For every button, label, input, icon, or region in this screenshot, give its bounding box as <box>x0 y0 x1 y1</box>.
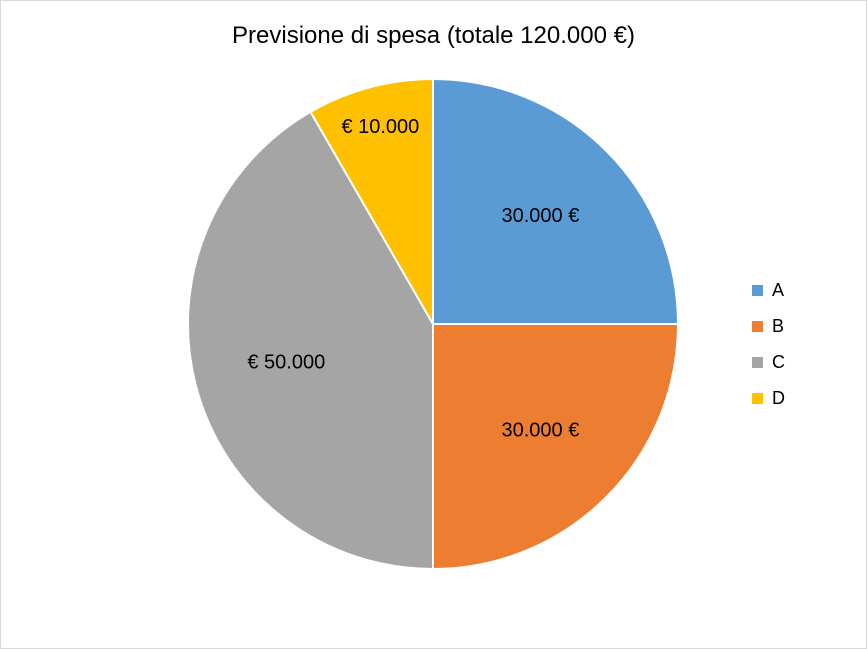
legend-label: D <box>772 387 785 408</box>
legend-swatch <box>752 356 763 368</box>
data-label-a: 30.000 € <box>501 205 579 227</box>
data-label-b: 30.000 € <box>501 420 579 442</box>
legend-item-a: A <box>752 272 785 308</box>
pie-slice-b <box>432 323 680 571</box>
legend-swatch <box>752 284 763 296</box>
legend-label: C <box>772 351 785 372</box>
legend-item-d: D <box>752 380 785 416</box>
pie-slice-a <box>432 77 680 325</box>
data-label-d: € 10.000 <box>341 116 419 138</box>
legend-swatch <box>752 392 763 404</box>
legend-item-b: B <box>752 308 785 344</box>
legend-item-c: C <box>752 344 785 380</box>
chart-title: Previsione di spesa (totale 120.000 €) <box>232 22 635 49</box>
pie-slice-c <box>187 110 434 571</box>
legend-label: B <box>772 315 785 336</box>
legend-swatch <box>752 320 763 332</box>
pie-slice-d <box>309 77 434 328</box>
data-label-c: € 50.000 <box>247 352 325 374</box>
legend-label: A <box>772 279 785 300</box>
